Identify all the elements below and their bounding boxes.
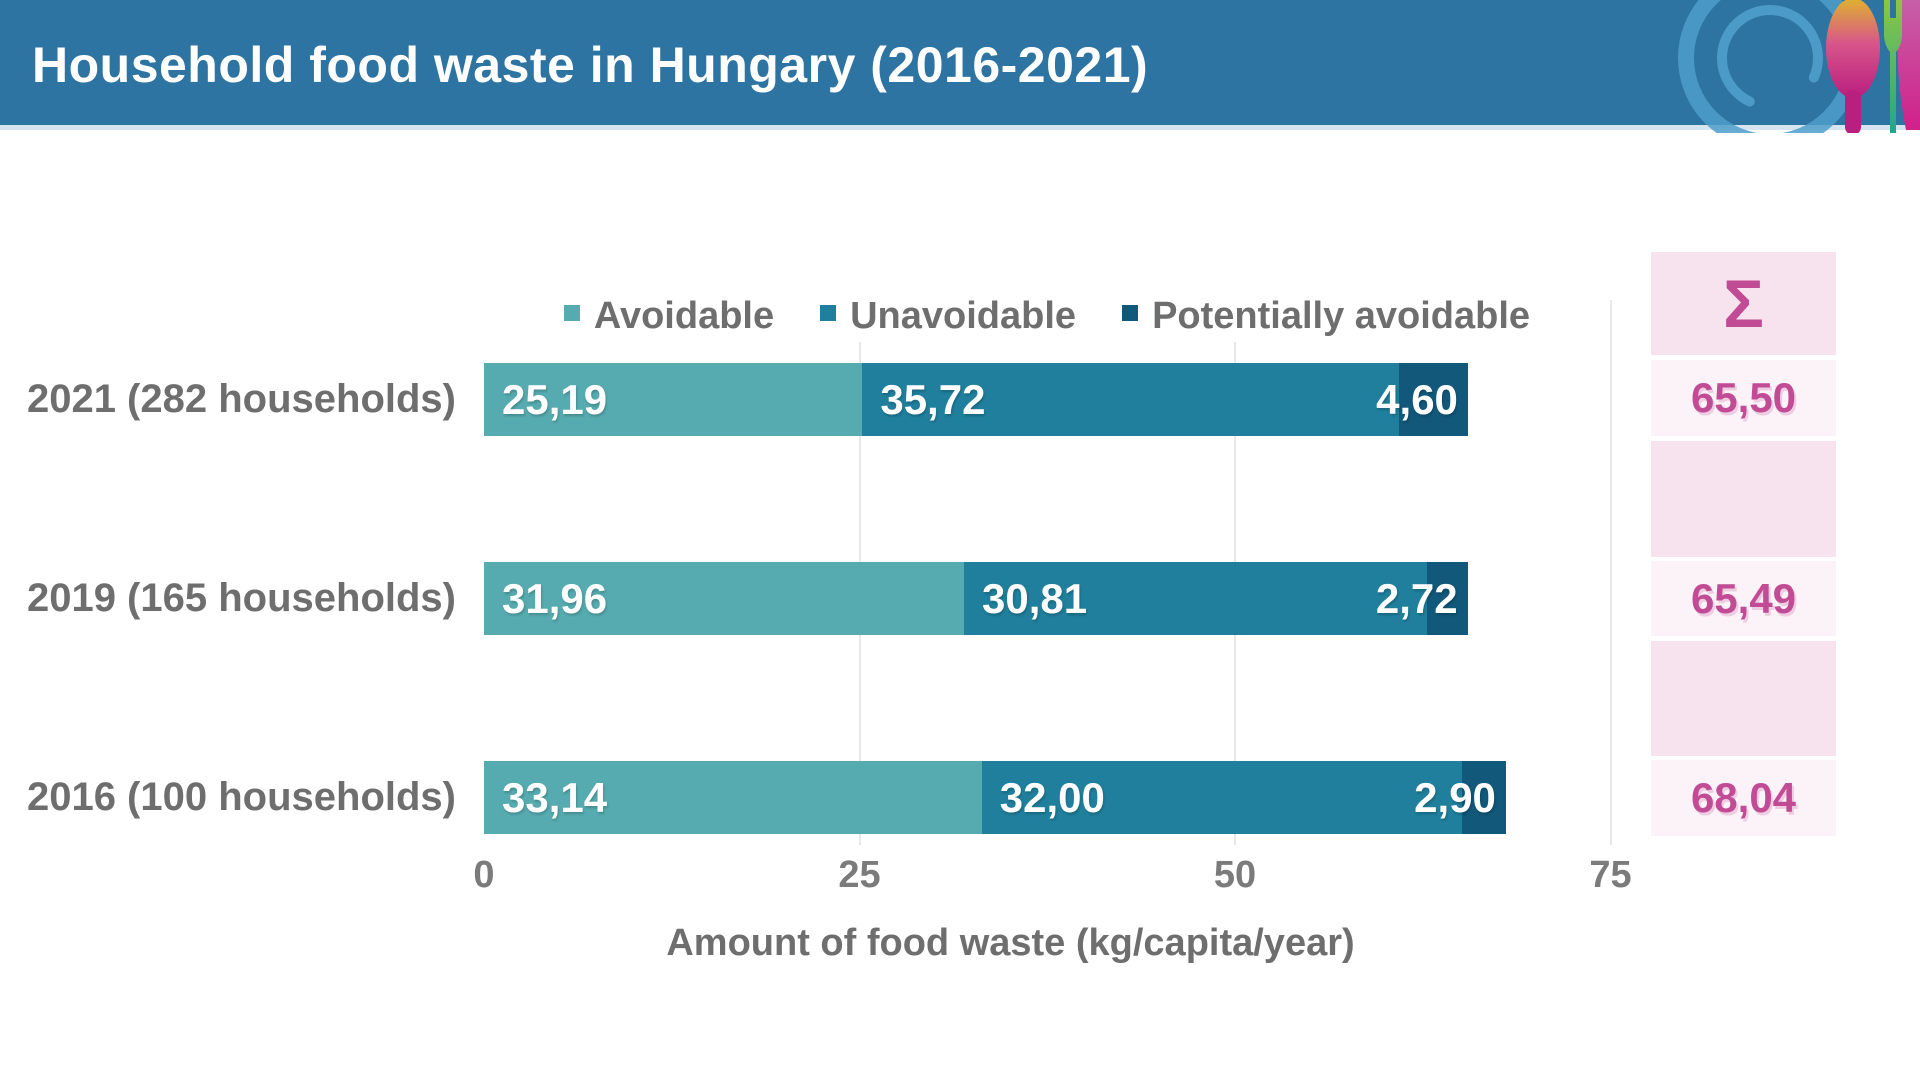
- bar-value-label: 2,72: [1375, 575, 1458, 622]
- spoon-icon: [1826, 0, 1880, 133]
- bar-row: 33,14 32,00 2,90: [484, 761, 1506, 834]
- bar-segment-potentially-avoidable: [1426, 562, 1468, 635]
- x-tick-25: 25: [838, 854, 881, 896]
- bar-value-label: 2,90: [1414, 774, 1496, 821]
- bar-value-label: 25,19: [502, 376, 608, 423]
- bar-row: 25,19 35,72 4,60: [484, 363, 1468, 436]
- bar-segment-avoidable: 31,96: [484, 562, 965, 635]
- bar-segment-unavoidable: 32,00: [981, 761, 1463, 834]
- bar-segment-unavoidable: 30,81: [964, 562, 1427, 635]
- sum-header-cell: Σ: [1651, 252, 1836, 355]
- legend-swatch-icon: [563, 305, 580, 321]
- legend-item-3: Potentially avoidable: [1122, 295, 1530, 338]
- bar-segment-avoidable: 25,19: [484, 363, 863, 436]
- header-bar: Household food waste in Hungary (2016-20…: [0, 0, 1920, 133]
- fork-icon: [1884, 0, 1902, 133]
- bar-segment-potentially-avoidable: [1462, 761, 1506, 834]
- bar-value-label: 33,14: [502, 774, 608, 821]
- category-label: 2016 (100 households): [26, 775, 456, 819]
- plate-utensils-logo: [1678, 0, 1920, 133]
- bar-row: 31,96 30,81 2,72: [484, 562, 1468, 635]
- category-label: 2021 (282 households): [26, 377, 456, 421]
- sum-value: 68,04: [1690, 774, 1797, 821]
- bar-segment-potentially-avoidable: [1398, 363, 1468, 436]
- sigma-symbol: Σ: [1723, 265, 1764, 342]
- gridline-75: [1609, 300, 1612, 845]
- sum-value-cell: 65,49: [1651, 561, 1836, 636]
- sum-spacer-cell: [1651, 641, 1836, 756]
- x-tick-50: 50: [1213, 854, 1257, 896]
- bar-segment-avoidable: 33,14: [484, 761, 982, 834]
- bar-value-label: 30,81: [982, 575, 1088, 622]
- x-tick-75: 75: [1589, 854, 1632, 896]
- x-tick-0: 0: [473, 854, 495, 896]
- x-axis-title: Amount of food waste (kg/capita/year): [666, 922, 1355, 964]
- knife-icon: [1897, 0, 1920, 130]
- legend-swatch-icon: [1122, 305, 1139, 321]
- legend-item-1: Avoidable: [563, 294, 775, 338]
- legend-item-2: Unavoidable: [820, 295, 1076, 338]
- sum-value: 65,50: [1690, 374, 1797, 421]
- chart-legend: Avoidable Unavoidable Potentially avoidabl…: [484, 290, 1610, 342]
- bar-value-label: 32,00: [999, 774, 1105, 821]
- bar-value-label: 35,72: [880, 376, 986, 423]
- legend-swatch-icon: [820, 305, 837, 321]
- bar-value-label: 4,60: [1376, 376, 1458, 423]
- legend-label: Avoidable: [593, 294, 775, 337]
- page-title: Household food waste in Hungary (2016-20…: [32, 37, 1149, 93]
- sum-value-cell: 65,50: [1651, 360, 1836, 436]
- sum-value: 65,49: [1690, 574, 1797, 622]
- sum-value-cell: 68,04: [1651, 760, 1836, 836]
- sum-spacer-cell: [1651, 441, 1836, 557]
- bar-value-label: 31,96: [502, 575, 608, 622]
- bar-segment-unavoidable: 35,72: [862, 363, 1399, 436]
- legend-label: Unavoidable: [850, 294, 1077, 337]
- legend-label: Potentially avoidable: [1152, 294, 1531, 337]
- category-label: 2019 (165 households): [26, 576, 456, 620]
